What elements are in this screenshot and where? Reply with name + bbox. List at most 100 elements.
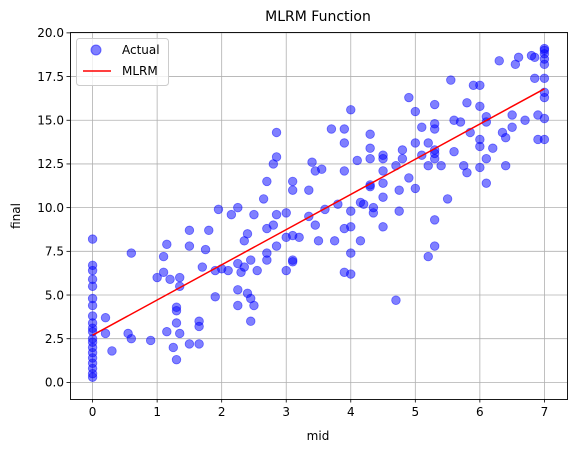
scatter-point [171,306,182,316]
scatter-point [358,199,369,209]
scatter-point [404,173,414,183]
scatter-point [262,248,272,258]
scatter-point [184,241,195,251]
scatter-point [310,220,320,230]
scatter-point [429,215,440,225]
scatter-point [287,185,298,195]
scatter-point [500,133,511,143]
scatter-point [352,155,362,166]
scatter-point [242,229,253,239]
scatter-point [346,269,356,279]
scatter-point [394,185,404,195]
regression-line-group [92,88,545,336]
scatter-point [268,220,279,230]
scatter-point [262,176,272,187]
scatter-point [539,59,550,70]
scatter-point [252,265,262,276]
scatter-point [204,225,214,236]
y-axis-label: final [9,203,23,229]
scatter-point [404,92,414,103]
plot-frame [70,32,568,400]
x-tick-label: 1 [153,405,161,419]
scatter-point [165,274,175,284]
scatter-point [184,225,195,236]
scatter-point [507,110,517,120]
scatter-point [158,267,169,277]
y-tick-label: 5.0 [45,288,64,302]
scatter-point [100,313,111,323]
scatter-point [481,154,492,164]
scatter-point [158,251,169,262]
scatter-point [233,202,243,213]
scatter-point [346,105,356,115]
y-tick-label: 15.0 [37,114,64,128]
scatter-point [162,239,172,250]
scatter-point [429,99,440,110]
scatter-point [539,113,550,124]
scatter-point [530,73,540,84]
scatter-point [436,160,446,171]
scatter-point [184,339,195,349]
x-tick-label: 6 [476,405,484,419]
scatter-point [520,115,530,125]
x-tick-label: 2 [218,405,226,419]
scatter-point [423,160,433,171]
y-tick-label: 7.5 [45,245,64,259]
scatter-point [87,274,98,284]
scatter-point [281,208,291,218]
scatter-point [307,157,317,167]
scatter-point [339,138,350,148]
y-tick-label: 17.5 [37,70,64,84]
scatter-point [539,49,550,59]
scatter-point [223,265,233,276]
y-tick-label: 12.5 [37,157,64,171]
scatter-point [378,192,388,202]
scatter-point [365,143,375,153]
scatter-point [346,206,356,216]
scatter-point [171,318,182,328]
scatter-points [87,43,550,382]
scatter-point [175,272,185,283]
scatter-point [475,80,485,91]
scatter-point [397,145,408,155]
scatter-point [475,162,485,173]
scatter-point [339,124,350,134]
scatter-point [378,150,388,160]
scatter-point [233,285,243,295]
scatter-point [346,222,356,232]
scatter-point [429,241,440,251]
scatter-point [213,204,224,215]
scatter-point [197,262,208,272]
scatter-point [168,342,178,353]
scatter-point [294,232,304,243]
scatter-point [287,257,298,267]
scatter-point [126,334,137,344]
scatter-point [475,101,485,111]
scatter-point [87,293,98,304]
chart-title: MLRM Function [265,9,371,25]
scatter-point [287,176,298,187]
scatter-point [313,236,324,246]
scatter-point [87,311,98,321]
scatter-point [507,122,517,132]
x-tick-label: 4 [347,405,355,419]
scatter-point [481,178,492,188]
x-tick-label: 0 [89,405,97,419]
scatter-point [258,194,269,204]
legend-marker-actual [90,44,102,56]
scatter-point [397,154,408,164]
scatter-point [171,354,182,365]
regression-line [92,88,545,336]
y-tick-label: 0.0 [45,376,64,390]
scatter-point [378,178,388,188]
scatter-point [410,183,421,194]
scatter-point [394,206,404,216]
scatter-point [249,300,259,311]
scatter-point [429,119,440,129]
scatter-point [162,327,172,337]
scatter-point [446,75,456,85]
scatter-point [271,209,282,220]
scatter-point [126,248,137,258]
scatter-point [417,122,427,132]
